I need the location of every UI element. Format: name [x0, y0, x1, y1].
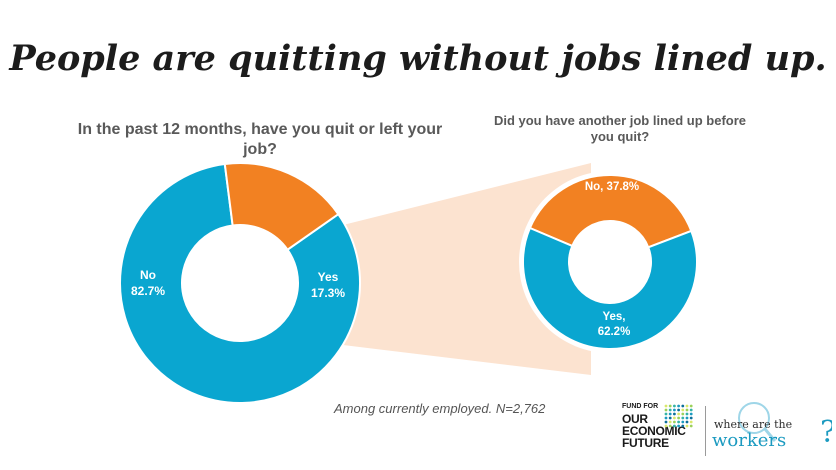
sample-note: Among currently employed. N=2,762 — [334, 401, 546, 416]
logo-dot — [677, 416, 680, 420]
donut-slice-no — [528, 174, 693, 249]
left-chart-title: In the past 12 months, have you quit or … — [77, 121, 443, 158]
fund-logo: FUND FOR OUR ECONOMIC FUTURE — [622, 403, 697, 459]
logo-dot — [689, 408, 693, 412]
logo-dot — [685, 412, 689, 416]
logo-dot — [673, 420, 676, 424]
logo-dot — [681, 424, 685, 428]
magnifier-icon: ? — [738, 402, 832, 450]
logo-dot — [677, 412, 680, 416]
logo-dot — [681, 404, 685, 408]
logo-dot — [685, 404, 689, 408]
logo-dot — [689, 424, 693, 428]
logo-dot — [673, 424, 676, 428]
where-are-the-workers-logo: ? where are the workers — [712, 400, 832, 460]
logo-dot — [668, 404, 672, 408]
slice-label-0-1-value: 17.3% — [311, 286, 345, 300]
where-text: where are the — [714, 418, 793, 431]
logo-dot — [668, 408, 672, 412]
logo-dot — [673, 416, 676, 420]
logo-dot — [668, 420, 672, 424]
slice-label-1-1-value: 62.2% — [598, 326, 631, 338]
question-mark-glyph: ? — [820, 415, 832, 450]
logo-dot — [664, 424, 668, 428]
logo-dot — [685, 416, 689, 420]
workers-text: workers — [712, 430, 787, 451]
slice-label-1-0: No, 37.8% — [585, 181, 639, 193]
logo-dot — [664, 412, 668, 416]
logo-dot — [689, 420, 693, 424]
fund-logo-line-3: FUTURE — [622, 436, 669, 450]
logo-dot — [681, 416, 685, 420]
fund-logo-line-2: ECONOMIC — [622, 424, 686, 438]
logo-dot — [677, 408, 680, 412]
slice-labels: No 82.7% Yes 17.3% No, 37.8% Yes, 62.2% — [131, 181, 639, 338]
logo-dot — [685, 420, 689, 424]
logo-dot — [673, 412, 676, 416]
logo-dot — [689, 404, 693, 408]
donut-left — [119, 162, 361, 404]
logo-dot — [685, 408, 689, 412]
logo-dot — [685, 424, 689, 428]
page-title: People are quitting without jobs lined u… — [9, 38, 827, 79]
donut-right — [519, 171, 701, 353]
donut-slice-yes — [223, 162, 340, 252]
fund-logo-line-1: OUR — [622, 412, 648, 426]
logo-dot — [681, 420, 685, 424]
logo-dot — [668, 416, 672, 420]
donut-slice-yes — [522, 226, 698, 350]
logo-divider — [705, 406, 706, 456]
logo-dot — [664, 416, 668, 420]
logo-dot — [664, 420, 668, 424]
logo-dot — [668, 412, 672, 416]
logo-dot — [664, 408, 668, 412]
breakdown-connector — [343, 163, 591, 375]
dot-grid-icon — [664, 404, 693, 428]
slice-label-0-0-name: No — [140, 268, 156, 282]
right-chart-title: Did you have another job lined up before… — [493, 113, 747, 145]
logo-dot — [681, 408, 685, 412]
logo-dot — [681, 412, 685, 416]
logo-dot — [689, 412, 693, 416]
slice-label-0-1-name: Yes — [318, 270, 339, 284]
donut-slice-no — [119, 162, 361, 404]
slice-label-1-1-name: Yes, — [602, 311, 625, 323]
logo-dot — [668, 424, 672, 428]
logo-dot — [677, 420, 680, 424]
slice-label-0-0-value: 82.7% — [131, 284, 165, 298]
logo-dot — [664, 404, 668, 408]
logo-dot — [677, 404, 680, 408]
logo-dot — [677, 424, 680, 428]
logo-dot — [673, 408, 676, 412]
logo-dot — [689, 416, 693, 420]
fund-logo-small-text: FUND FOR — [622, 403, 659, 410]
logo-dot — [673, 404, 676, 408]
